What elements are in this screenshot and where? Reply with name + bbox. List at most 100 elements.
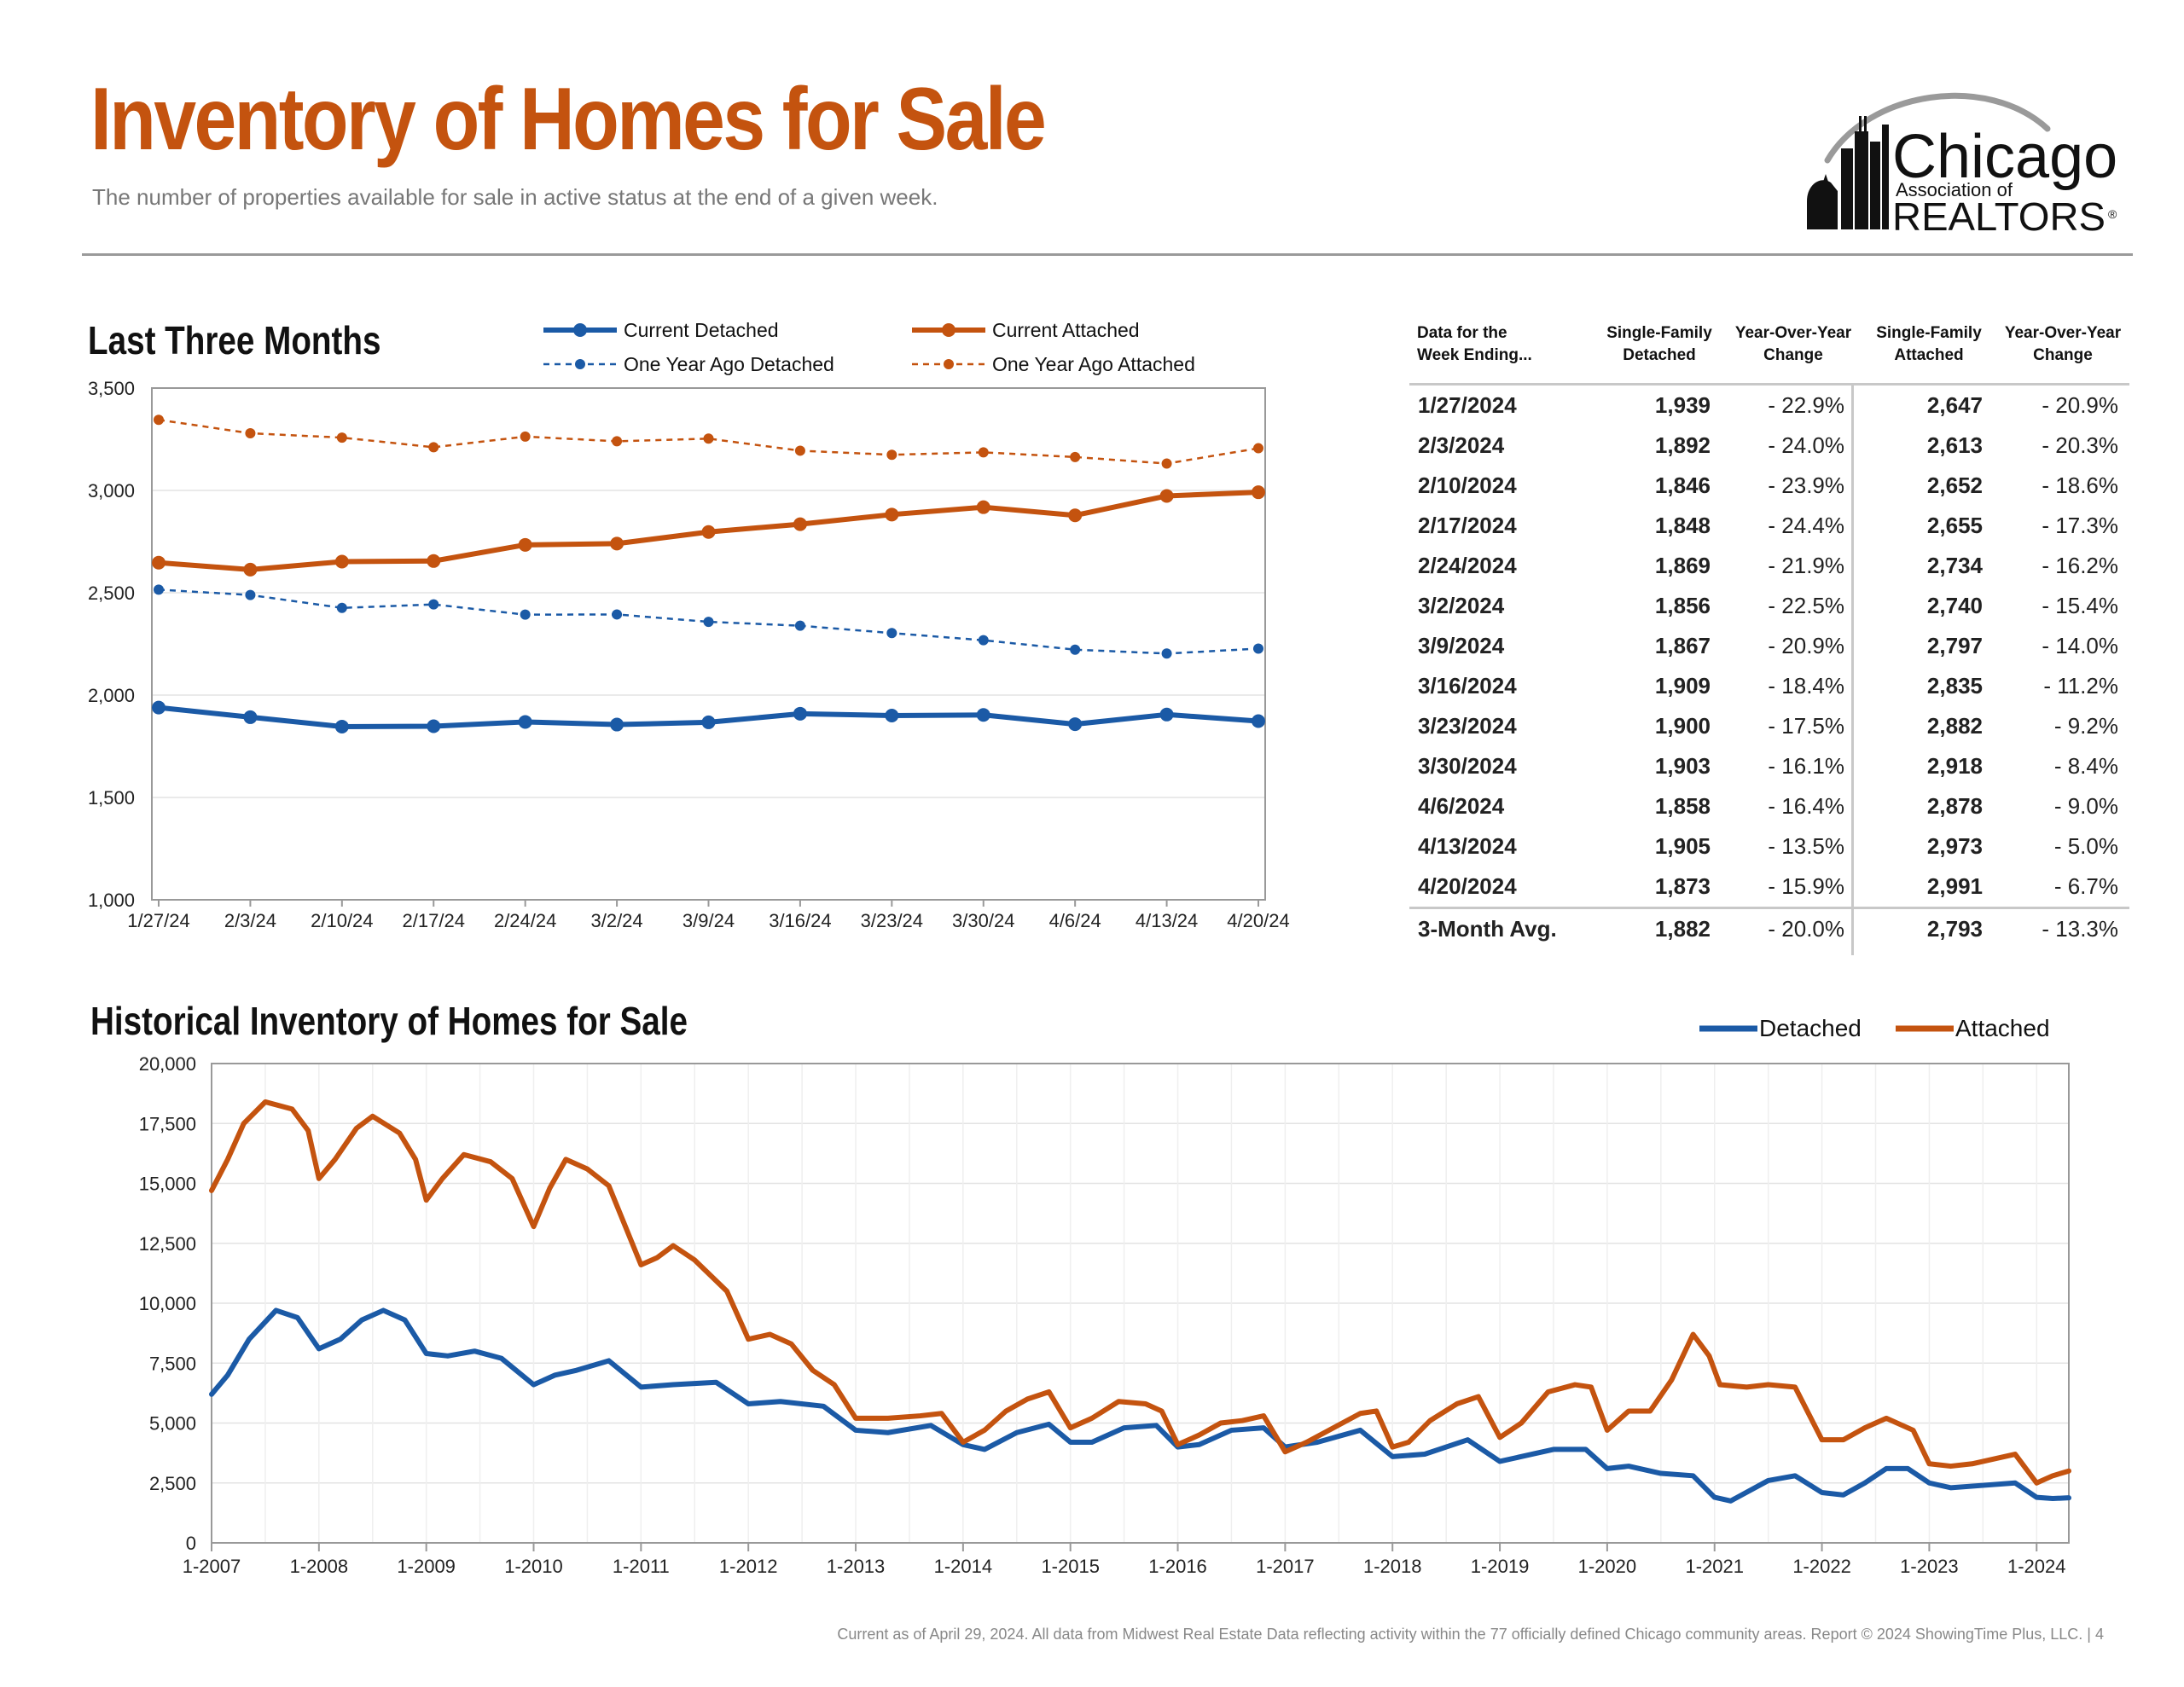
cell-attached-yoy: - 9.0%: [2053, 793, 2118, 819]
x-tick-label: 3/16/24: [769, 910, 831, 931]
data-point: [612, 436, 623, 447]
x-tick-label: 2/3/24: [224, 910, 276, 931]
plot-frame: [211, 1063, 2070, 1544]
legend-swatch-marker: [944, 359, 954, 369]
table-row: 2/17/2024 1,848 - 24.4% 2,655 - 17.3%: [1409, 506, 2126, 546]
cell-attached: 2,991: [1926, 873, 1983, 899]
cell-detached-yoy: - 16.4%: [1768, 793, 1844, 819]
cell-detached-yoy: - 15.9%: [1768, 873, 1844, 899]
data-point: [334, 719, 349, 733]
data-point: [1161, 648, 1172, 659]
cell-detached-yoy: - 22.5%: [1768, 593, 1844, 618]
data-point: [978, 635, 989, 646]
table-header-rule: [1409, 383, 2129, 386]
data-point: [610, 717, 624, 732]
logo-swoosh: [1824, 92, 2051, 164]
legend-swatch-marker: [573, 323, 587, 337]
data-point: [794, 620, 805, 631]
table-row: 3/9/2024 1,867 - 20.9% 2,797 - 14.0%: [1409, 626, 2126, 666]
x-tick-label: 1-2024: [2007, 1556, 2066, 1577]
page-subtitle: The number of properties available for s…: [92, 184, 938, 210]
data-point: [334, 554, 349, 569]
data-point: [520, 609, 531, 620]
col-header-detached-yoy: Year-Over-Year Change: [1725, 322, 1862, 367]
data-point: [427, 719, 441, 733]
logo-line1: Chicago: [1892, 123, 2117, 191]
data-point: [703, 617, 714, 628]
data-point: [245, 589, 256, 600]
y-tick-label: 7,500: [149, 1353, 196, 1374]
data-point: [1159, 707, 1174, 722]
page-title: Inventory of Homes for Sale: [90, 70, 1047, 169]
series-line-detached: [209, 1307, 2071, 1504]
data-point: [978, 447, 989, 458]
cell-week: 3/9/2024: [1418, 633, 1505, 658]
legend-swatch-marker: [942, 323, 956, 337]
x-tick-label: 1-2013: [827, 1556, 886, 1577]
cell-week: 3/2/2024: [1418, 593, 1505, 618]
data-point: [1161, 458, 1172, 469]
x-tick-label: 1-2011: [613, 1556, 670, 1577]
data-point: [428, 442, 439, 453]
table-row: 4/6/2024 1,858 - 16.4% 2,878 - 9.0%: [1409, 786, 2126, 826]
data-point: [976, 500, 990, 514]
cell-detached: 1,882: [1654, 916, 1711, 942]
data-point: [1070, 451, 1081, 462]
col-header-attached-line1: Single-Family: [1876, 324, 1982, 342]
cell-attached: 2,878: [1926, 793, 1983, 819]
col-header-detached-yoy-line2: Change: [1763, 346, 1823, 364]
col-header-attached-yoy-line2: Change: [2033, 346, 2093, 364]
x-tick-label: 1-2023: [1900, 1556, 1959, 1577]
cell-attached: 2,652: [1926, 472, 1983, 498]
col-header-detached-line2: Detached: [1623, 346, 1696, 364]
cell-detached-yoy: - 24.0%: [1768, 432, 1844, 458]
cell-week: 3/30/2024: [1418, 753, 1517, 779]
data-point: [245, 428, 256, 439]
cell-attached: 2,882: [1926, 713, 1983, 739]
cell-attached: 2,613: [1926, 432, 1983, 458]
data-point: [793, 706, 807, 721]
cell-attached-yoy: - 11.2%: [2043, 673, 2118, 699]
col-header-attached-yoy-line1: Year-Over-Year: [2004, 324, 2122, 342]
col-header-week-line1: Data for the: [1417, 324, 1507, 342]
data-point: [152, 700, 166, 715]
cell-detached-yoy: - 18.4%: [1768, 673, 1844, 699]
cell-detached: 1,869: [1654, 553, 1711, 578]
col-header-detached: Single-Family Detached: [1595, 322, 1723, 367]
y-tick-label: 15,000: [139, 1174, 196, 1195]
y-tick-label: 5,000: [149, 1413, 196, 1435]
cell-week: 2/17/2024: [1418, 513, 1517, 538]
cell-attached: 2,647: [1926, 392, 1983, 418]
cell-attached: 2,734: [1926, 553, 1983, 578]
data-point: [885, 709, 899, 722]
y-tick-label: 12,500: [139, 1233, 196, 1255]
data-point: [1253, 443, 1263, 454]
skyline-icon: [1807, 116, 1889, 229]
cell-attached-yoy: - 16.2%: [2042, 553, 2118, 578]
data-point: [1068, 717, 1083, 732]
cell-attached-yoy: - 18.6%: [2042, 472, 2118, 498]
x-tick-label: 3/2/24: [590, 910, 642, 931]
data-point: [427, 554, 441, 568]
cell-detached: 1,905: [1654, 833, 1711, 859]
table-row: 3/2/2024 1,856 - 22.5% 2,740 - 15.4%: [1409, 586, 2126, 626]
x-tick-label: 1-2021: [1685, 1556, 1744, 1577]
cell-attached-yoy: - 8.4%: [2053, 753, 2118, 779]
data-point: [336, 602, 347, 613]
cell-week: 3/16/2024: [1418, 673, 1517, 699]
cell-attached-yoy: - 9.2%: [2053, 713, 2118, 739]
cell-detached: 1,873: [1654, 873, 1711, 899]
x-tick-label: 3/23/24: [861, 910, 923, 931]
cell-week: 2/10/2024: [1418, 472, 1517, 498]
cell-detached-yoy: - 17.5%: [1768, 713, 1844, 739]
table-row: 3/30/2024 1,903 - 16.1% 2,918 - 8.4%: [1409, 746, 2126, 786]
y-tick-label: 20,000: [139, 1053, 196, 1075]
cell-detached-yoy: - 21.9%: [1768, 553, 1844, 578]
cell-detached-yoy: - 20.0%: [1768, 916, 1844, 942]
legend-label: Current Detached: [624, 319, 779, 341]
y-tick-label: 1,000: [88, 890, 135, 911]
cell-attached: 2,973: [1926, 833, 1983, 859]
table-row: 2/10/2024 1,846 - 23.9% 2,652 - 18.6%: [1409, 466, 2126, 506]
cell-week: 4/13/2024: [1418, 833, 1517, 859]
cell-detached-yoy: - 13.5%: [1768, 833, 1844, 859]
